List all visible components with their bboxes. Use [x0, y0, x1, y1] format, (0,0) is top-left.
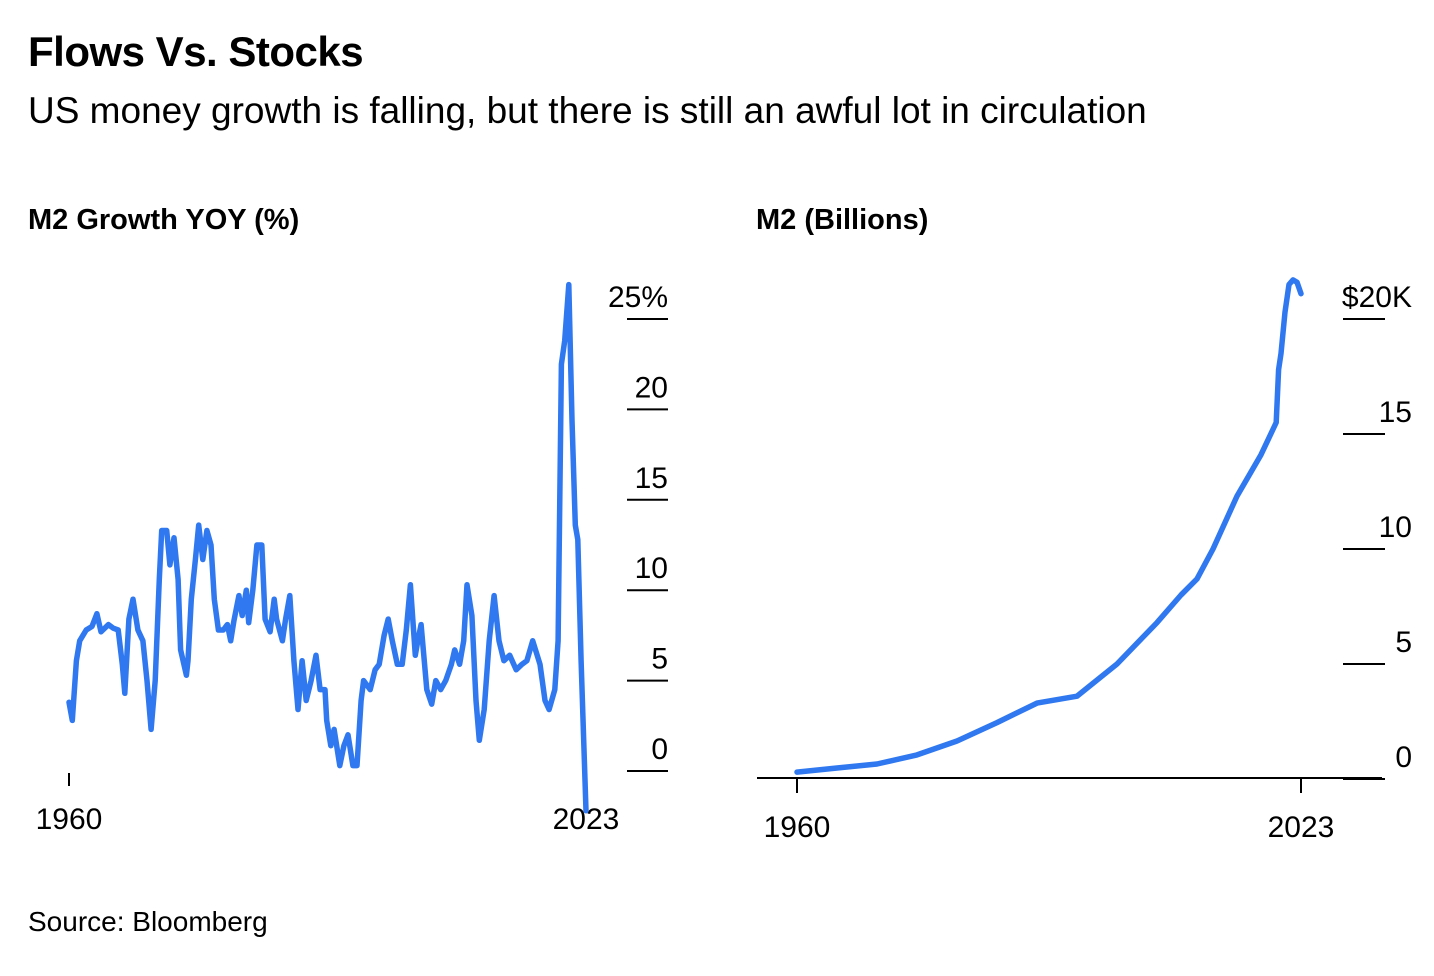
y-tick-label: 10 [635, 552, 668, 585]
source-note: Source: Bloomberg [28, 906, 268, 937]
y-tick-label: 25% [608, 281, 668, 314]
x-tick-label: 1960 [36, 803, 103, 836]
right-chart-title: M2 (Billions) [756, 204, 929, 236]
y-tick-label: 5 [1395, 626, 1412, 659]
m2-level-chart: 0 5 10 15 $20K 1960 2023 [757, 277, 1412, 844]
x-tick-label: 1960 [764, 811, 831, 844]
y-tick-label: 5 [651, 643, 668, 676]
y-tick-label: $20K [1342, 281, 1412, 314]
chart-subtitle: US money growth is falling, but there is… [28, 90, 1147, 131]
series-line [794, 277, 1304, 775]
y-tick-label: 15 [1379, 396, 1412, 429]
chart-title: Flows Vs. Stocks [28, 28, 364, 75]
x-tick-label: 2023 [1268, 811, 1335, 844]
left-chart-title: M2 Growth YOY (%) [28, 204, 300, 236]
y-tick-label: 0 [1395, 741, 1412, 774]
y-tick-label: 15 [635, 462, 668, 495]
y-tick-label: 20 [635, 371, 668, 404]
y-tick-label: 10 [1379, 511, 1412, 544]
series-line [66, 281, 589, 814]
y-tick-label: 0 [651, 733, 668, 766]
